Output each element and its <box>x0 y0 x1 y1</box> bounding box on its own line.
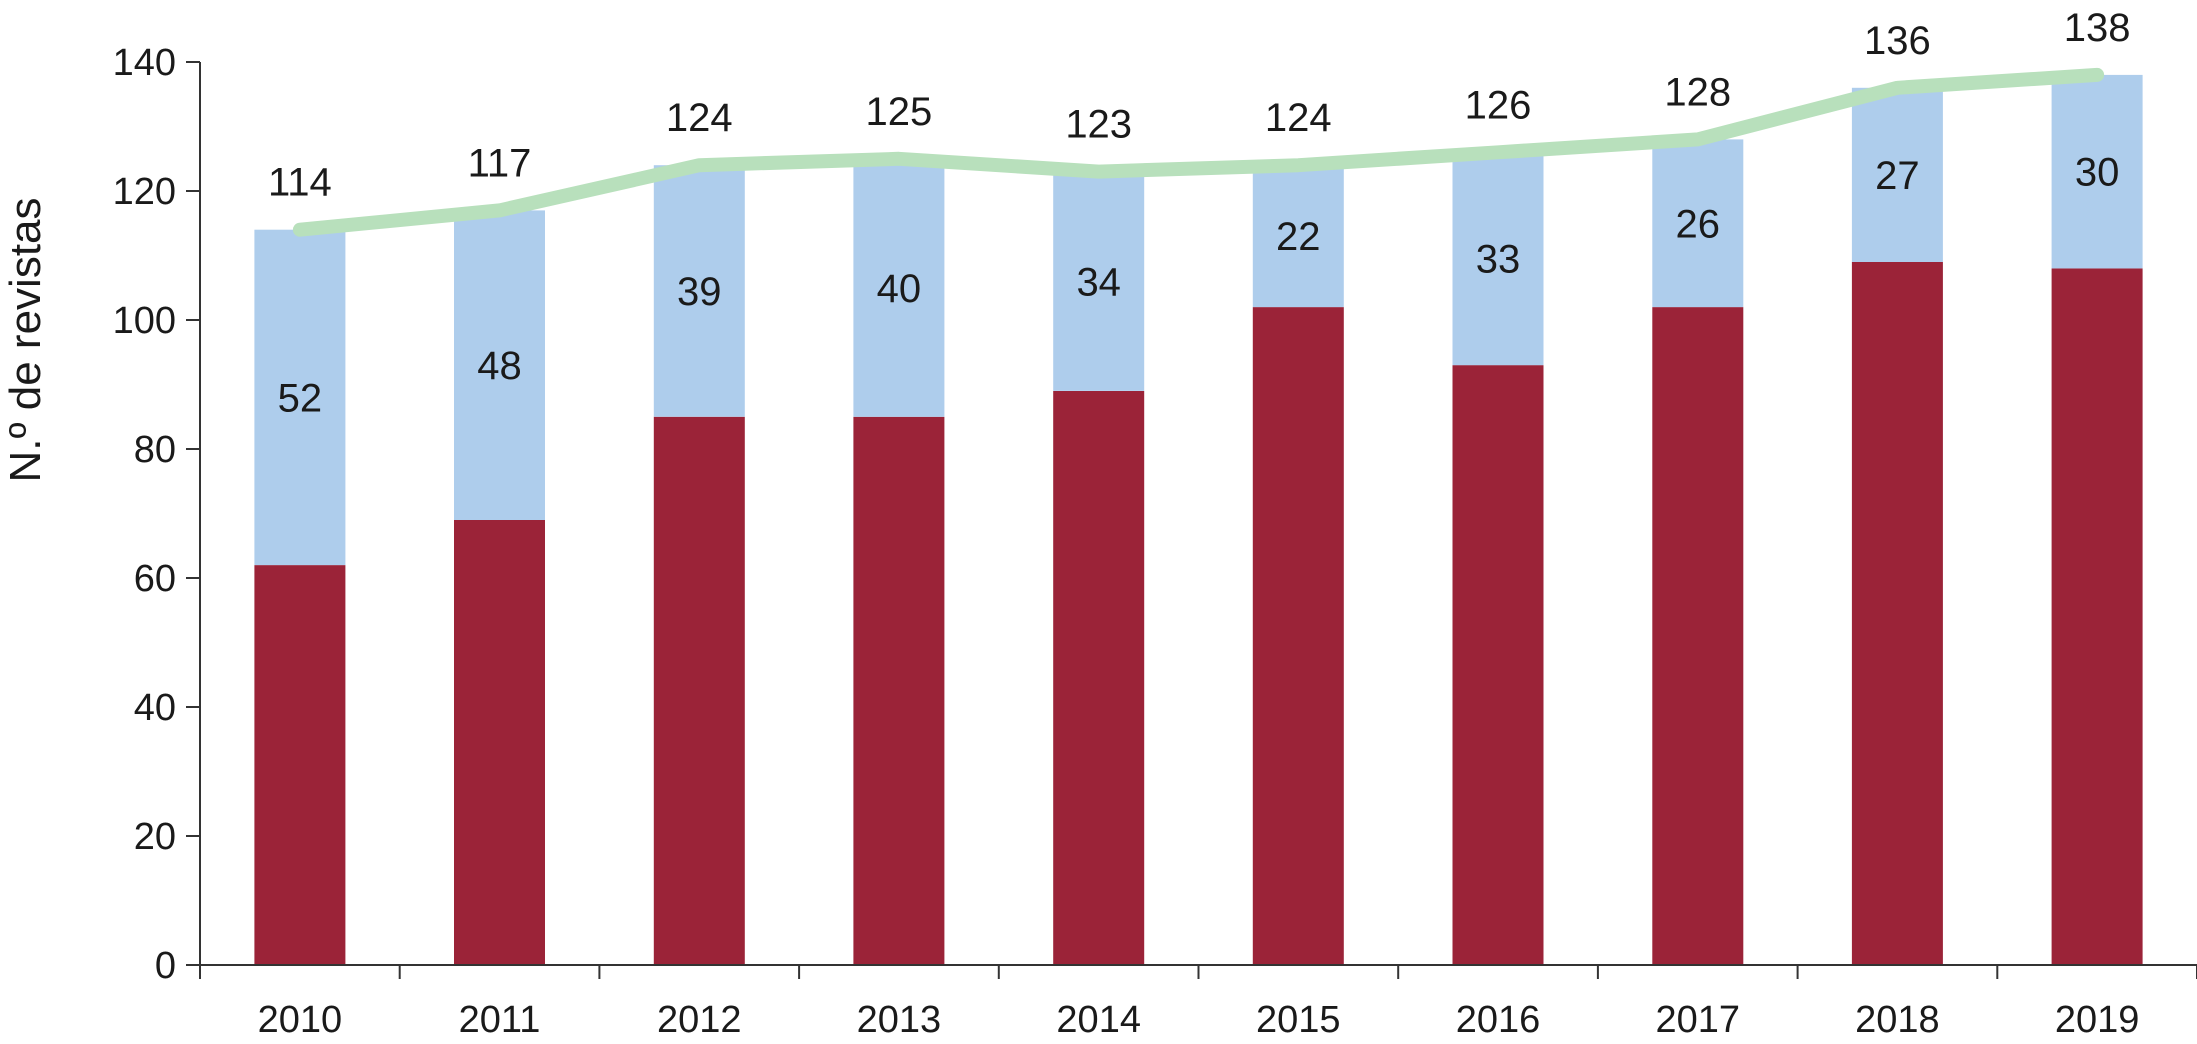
data-label-layer: 52 48 39 40 34 22 33 26 27 30 114 117 124 125 123 124 12… <box>268 6 2131 420</box>
y-tick-label: 20 <box>134 816 176 858</box>
total-data-label-2016: 126 <box>1465 83 1532 127</box>
x-tick-label-2012: 2012 <box>657 999 742 1041</box>
bar-segment-lower-2018 <box>1851 262 1943 965</box>
y-tick-label: 120 <box>113 171 176 213</box>
bar-data-label-2013: 40 <box>877 267 922 311</box>
total-data-label-2015: 124 <box>1265 96 1332 140</box>
total-line <box>292 67 2105 237</box>
y-tick-label: 40 <box>134 687 176 729</box>
bar-data-label-2011: 48 <box>477 344 522 388</box>
bar-segment-lower-2013 <box>853 416 945 966</box>
bar-segment-upper-2018 <box>1851 87 1943 262</box>
total-line-layer <box>292 67 2105 237</box>
x-tick-label-2016: 2016 <box>1456 999 1541 1041</box>
bar-segment-upper-2017 <box>1652 139 1744 308</box>
x-tick-label-2017: 2017 <box>1656 999 1741 1041</box>
total-data-label-2014: 123 <box>1065 103 1132 147</box>
bar-data-label-2016: 33 <box>1476 238 1521 282</box>
bar-segment-upper-2013 <box>853 158 945 417</box>
bar-segment-lower-2015 <box>1252 307 1344 966</box>
bar-segment-upper-2015 <box>1252 165 1344 308</box>
bar-segment-lower-2014 <box>1053 391 1145 965</box>
bar-data-label-2018: 27 <box>1875 154 1920 198</box>
bar-segment-lower-2017 <box>1652 307 1744 966</box>
bar-layer <box>254 74 2143 966</box>
bar-data-label-2017: 26 <box>1676 202 1721 246</box>
x-tick-label-2011: 2011 <box>459 999 541 1041</box>
bar-segment-lower-2012 <box>653 416 745 966</box>
y-tick-label: 60 <box>134 558 176 600</box>
x-tick-label-2018: 2018 <box>1855 999 1940 1041</box>
y-tick-label: 100 <box>113 300 176 342</box>
bar-segment-upper-2019 <box>2051 74 2143 269</box>
bar-data-label-2015: 22 <box>1276 215 1321 259</box>
bar-segment-upper-2011 <box>454 210 545 520</box>
bar-segment-lower-2016 <box>1452 365 1544 966</box>
axes-layer: 0 20 40 60 80 100 120 140 2010 2011 2012 2013 2014 20… <box>113 42 2197 1041</box>
total-data-label-2010: 114 <box>268 161 332 205</box>
bar-segment-upper-2016 <box>1452 152 1544 366</box>
bar-data-label-2019: 30 <box>2075 151 2120 195</box>
bar-segment-upper-2012 <box>653 165 745 417</box>
bar-segment-upper-2014 <box>1053 171 1145 391</box>
total-data-label-2011: 117 <box>468 141 532 185</box>
total-data-label-2019: 138 <box>2064 6 2131 50</box>
bar-segment-lower-2019 <box>2051 268 2143 965</box>
total-data-label-2017: 128 <box>1664 70 1731 114</box>
x-tick-label-2015: 2015 <box>1256 999 1341 1041</box>
total-data-label-2013: 125 <box>866 90 933 134</box>
bar-segment-lower-2010 <box>254 565 346 965</box>
bar-data-label-2012: 39 <box>677 270 722 314</box>
bar-segment-lower-2011 <box>454 520 545 965</box>
x-tick-label-2010: 2010 <box>258 999 343 1041</box>
bar-data-label-2014: 34 <box>1076 260 1121 304</box>
bar-segment-upper-2010 <box>254 229 346 566</box>
y-tick-label: 140 <box>113 42 176 84</box>
y-tick-label: 0 <box>155 945 176 987</box>
x-tick-label-2013: 2013 <box>857 999 942 1041</box>
y-tick-label: 80 <box>134 429 176 471</box>
bar-data-label-2010: 52 <box>278 376 323 420</box>
x-tick-label-2014: 2014 <box>1056 999 1141 1041</box>
total-data-label-2012: 124 <box>666 96 733 140</box>
total-data-label-2018: 136 <box>1864 19 1931 63</box>
y-axis-title: N.º de revistas <box>1 197 50 482</box>
x-tick-label-2019: 2019 <box>2055 999 2140 1041</box>
